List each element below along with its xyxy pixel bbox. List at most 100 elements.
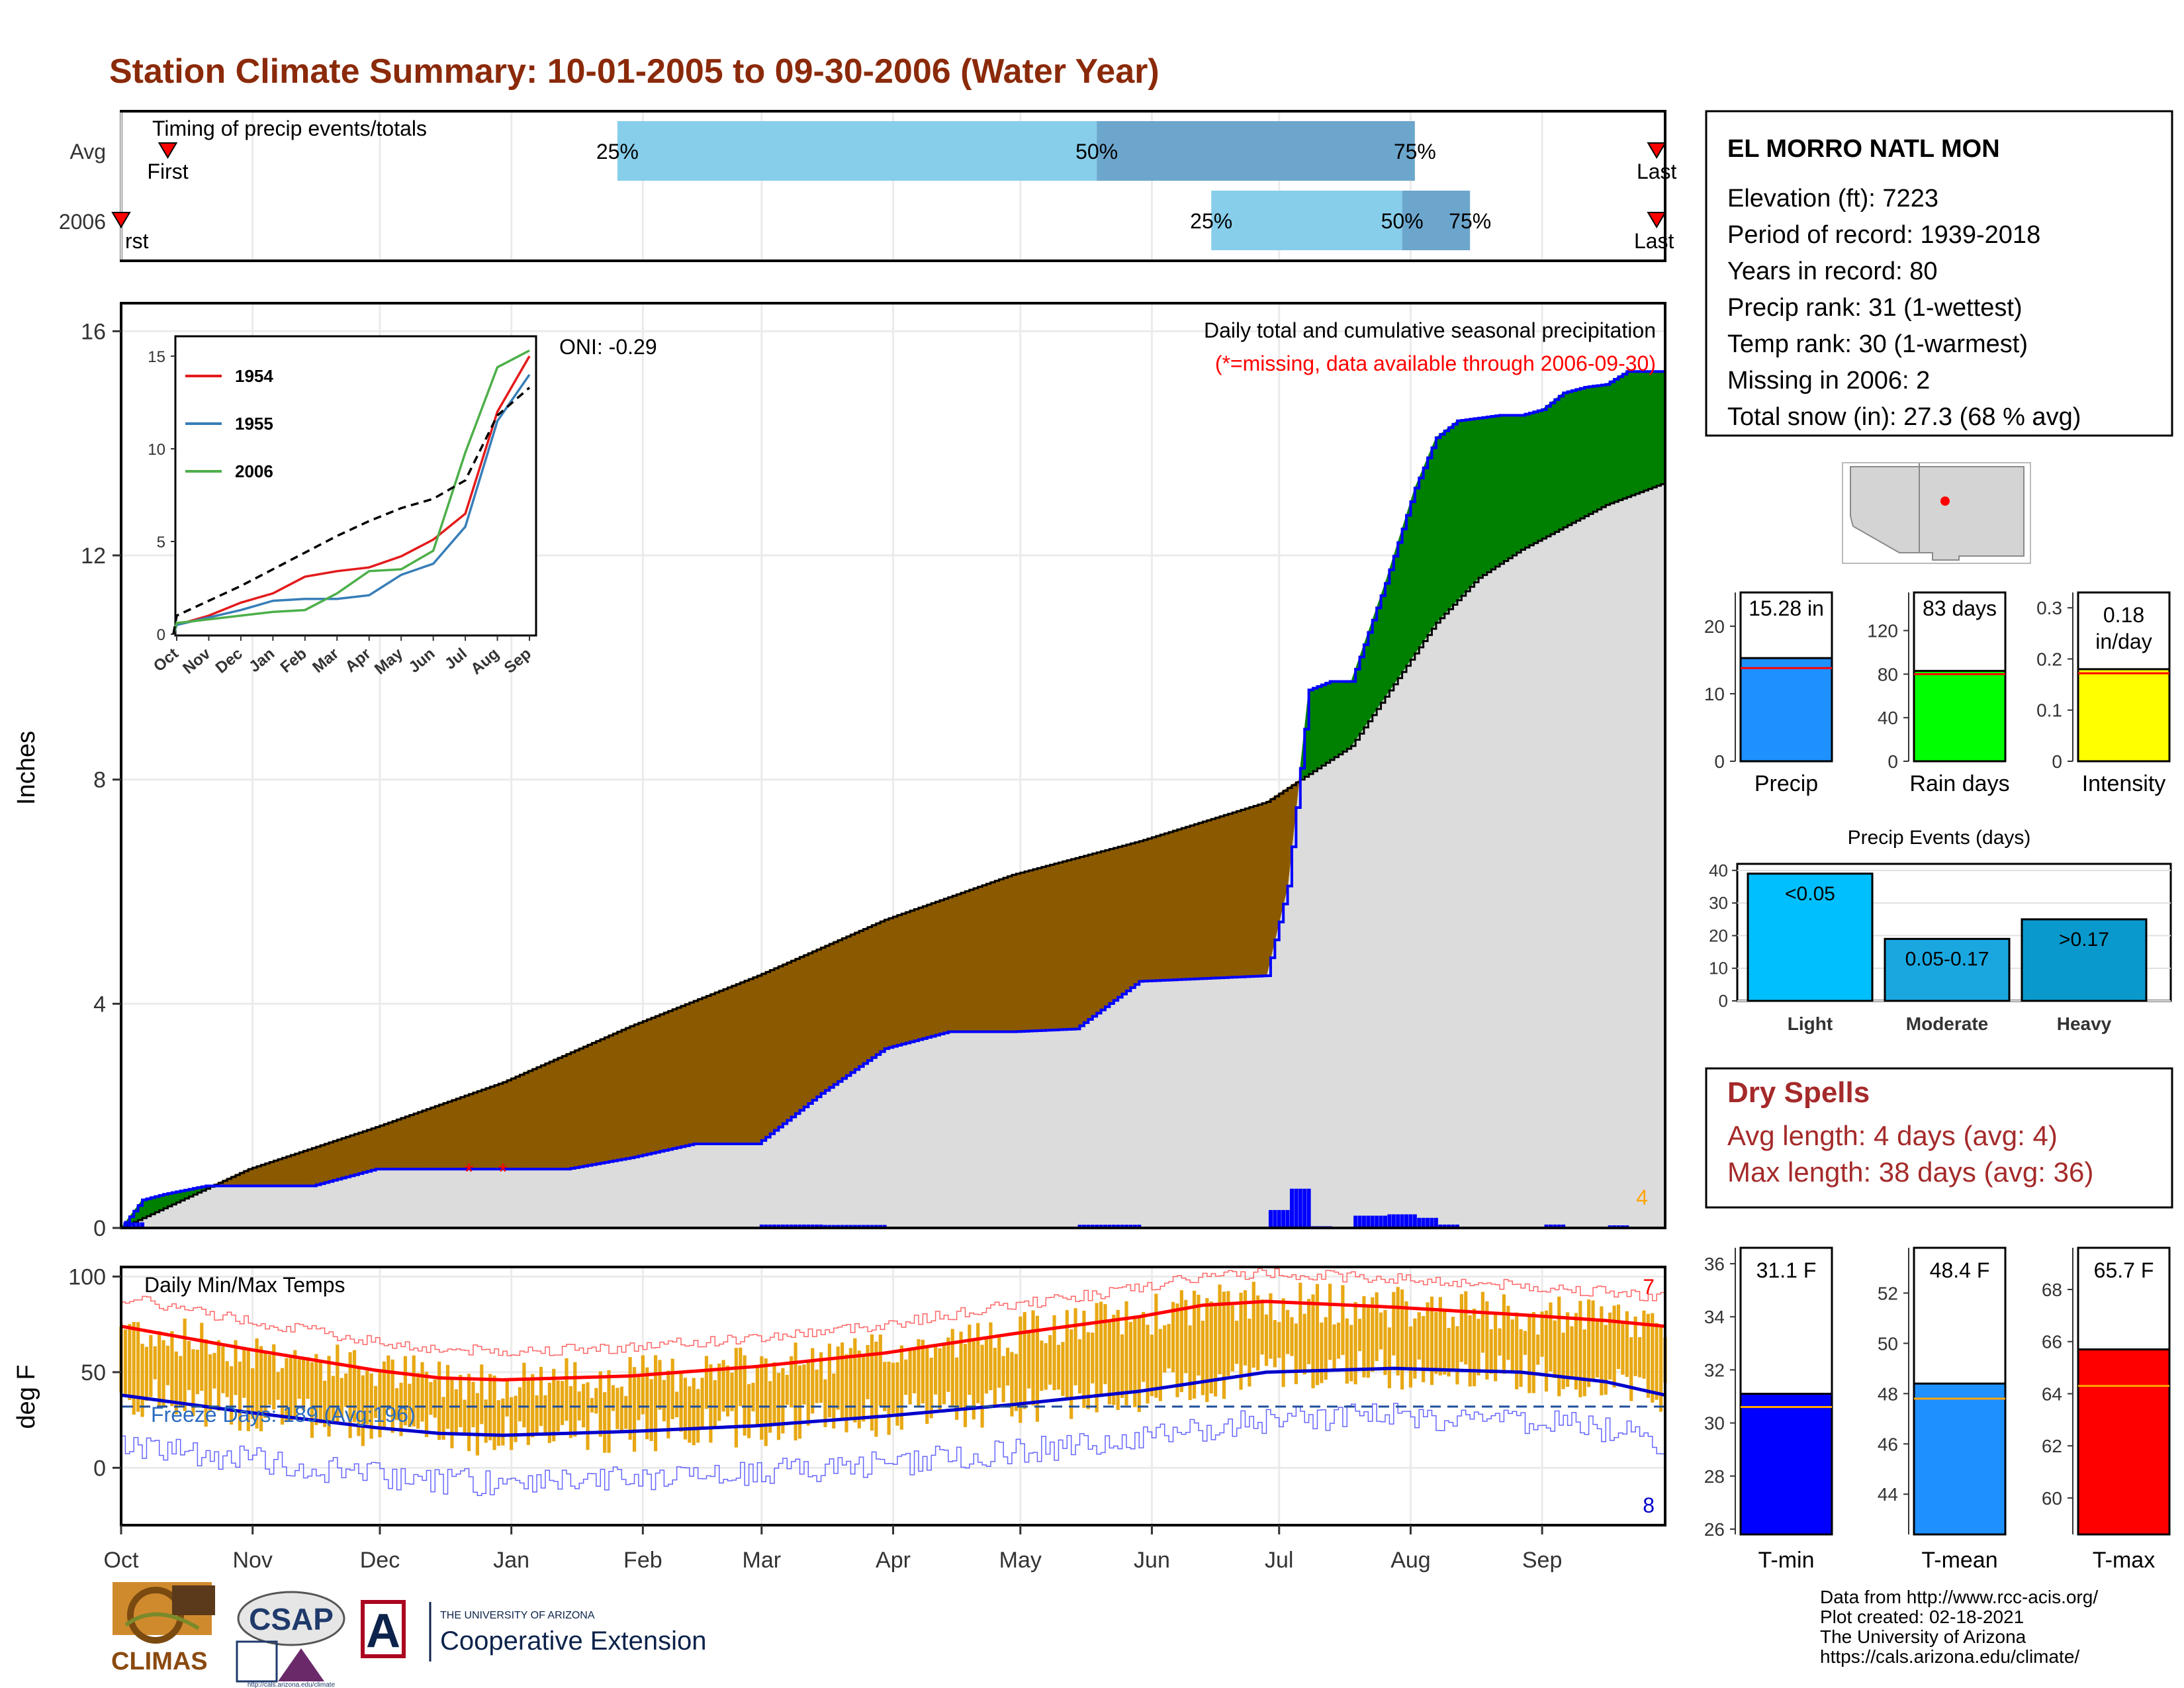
deficit-band: [1003, 876, 1009, 1033]
deficit-band: [663, 1010, 669, 1151]
deficit-band: [532, 1066, 537, 1170]
dry-spells-box: Dry Spells Avg length: 4 days (avg: 4) M…: [1705, 1067, 2173, 1209]
temp-count-max: 7: [1643, 1275, 1655, 1299]
ua-logo: A THE UNIVERSITY OF ARIZONA Cooperative …: [361, 1600, 706, 1662]
daily-temp-bar: [713, 1380, 717, 1429]
daily-temp-bar: [1544, 1310, 1549, 1392]
daily-temp-bar: [510, 1397, 514, 1450]
deficit-band: [574, 1048, 580, 1168]
ua-a-mark: A: [366, 1605, 400, 1658]
daily-precip-bar: [1294, 1188, 1298, 1228]
daily-temp-bar: [361, 1375, 365, 1446]
deficit-band: [473, 1090, 478, 1170]
surplus-band: [1614, 376, 1619, 502]
bar-value: [1739, 657, 1833, 763]
credit-line: The University of Arizona: [1820, 1626, 2026, 1647]
bar-tick-label: 40: [1878, 708, 1898, 728]
daily-temp-bar: [666, 1370, 670, 1438]
daily-temp-bar: [662, 1380, 666, 1422]
climas-text: CLIMAS: [111, 1648, 208, 1675]
bar-value-label: 48.4 F: [1930, 1258, 1990, 1282]
missing-marker: *: [465, 1158, 474, 1185]
daily-precip-bar: [852, 1225, 857, 1228]
daily-precip-bar: [866, 1225, 870, 1228]
deficit-band: [1189, 823, 1195, 980]
deficit-band: [570, 1050, 576, 1169]
deficit-band: [1113, 846, 1118, 1002]
daily-precip-bar: [801, 1224, 806, 1228]
daily-precip-bar: [1268, 1209, 1273, 1228]
x-tick-label: Dec: [360, 1548, 400, 1573]
daily-temp-bar: [1443, 1310, 1447, 1375]
daily-temp-bar: [535, 1395, 539, 1434]
y-tick-label: 0: [1719, 991, 1728, 1011]
locator-map: [1842, 462, 2031, 564]
deficit-band: [1198, 821, 1203, 980]
daily-temp-bar: [615, 1387, 619, 1429]
avg-max-line: [120, 1299, 1666, 1382]
daily-temp-bar: [1107, 1320, 1111, 1405]
surplus-band: [1550, 399, 1555, 535]
daily-temp-bar: [1629, 1337, 1633, 1401]
daily-temp-bar: [598, 1371, 602, 1437]
deficit-band: [1279, 790, 1284, 922]
y-tick-label: 16: [81, 319, 106, 344]
deficit-band: [778, 964, 784, 1128]
daily-temp-bar: [797, 1365, 802, 1439]
deficit-band: [1185, 825, 1191, 980]
inset-y-label: 0: [157, 626, 165, 644]
daily-temp-bar: [989, 1322, 993, 1391]
deficit-band: [307, 1147, 312, 1186]
daily-temp-bar: [624, 1395, 628, 1429]
daily-temp-bar: [709, 1364, 713, 1443]
daily-precip-bar: [776, 1224, 781, 1228]
surplus-band: [1580, 387, 1585, 519]
deficit-band: [1147, 837, 1152, 982]
daily-temp-bar: [1112, 1315, 1116, 1405]
daily-temp-bar: [590, 1397, 594, 1413]
surplus-band: [1457, 420, 1462, 601]
daily-precip-bar: [1442, 1224, 1447, 1228]
daily-temp-bar: [1625, 1311, 1629, 1378]
deficit-band: [1101, 849, 1106, 1011]
deficit-band: [422, 1108, 427, 1170]
timing-label: Timing of precip events/totals: [152, 117, 427, 140]
daily-precip-bar: [831, 1225, 836, 1228]
deficit-band: [714, 990, 720, 1145]
deficit-band: [443, 1101, 449, 1170]
dry-spells-avg: Avg length: 4 days (avg: 4): [1727, 1120, 2058, 1151]
inset-legend-label: 1955: [235, 414, 273, 434]
surplus-band: [1537, 409, 1543, 541]
bar-tick-label: 32: [1704, 1360, 1725, 1380]
daily-temp-bar: [403, 1356, 408, 1426]
deficit-band: [880, 919, 886, 1053]
last-marker: [1647, 142, 1666, 159]
daily-temp-bar: [955, 1357, 959, 1420]
timing-panel: Timing of precip events/totals Avg 2006 …: [59, 110, 1677, 262]
deficit-band: [651, 1015, 657, 1154]
daily-temp-bar: [340, 1378, 343, 1417]
y-tick-label: 100: [68, 1264, 106, 1289]
deficit-band: [485, 1086, 491, 1170]
deficit-band: [1066, 859, 1072, 1030]
bar-tick-label: 26: [1704, 1519, 1725, 1540]
daily-temp-bar: [751, 1382, 755, 1412]
daily-temp-bar: [1120, 1334, 1124, 1398]
deficit-band: [1028, 868, 1034, 1032]
deficit-band: [311, 1146, 317, 1187]
deficit-band: [981, 883, 987, 1033]
deficit-band: [286, 1154, 291, 1186]
deficit-band: [1079, 855, 1085, 1027]
deficit-band: [642, 1019, 648, 1156]
bar-tick-label: 0: [1714, 751, 1725, 772]
deficit-band: [939, 898, 944, 1035]
last-label: Last: [1634, 229, 1674, 253]
inset-y-label: 5: [157, 534, 165, 551]
daily-temp-bar: [1239, 1292, 1243, 1390]
daily-temp-bar: [420, 1362, 424, 1422]
deficit-band: [396, 1117, 402, 1170]
bar-name: Intensity: [2082, 771, 2166, 796]
daily-temp-bar: [1023, 1312, 1026, 1409]
deficit-band: [901, 912, 907, 1045]
bar-value: [1913, 1382, 2007, 1536]
